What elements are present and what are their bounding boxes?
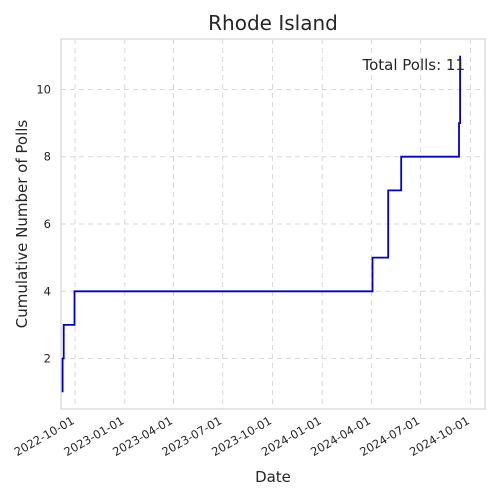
total-polls-annotation: Total Polls: 11 [361, 56, 465, 74]
y-tick-label: 4 [44, 284, 51, 298]
y-tick-label: 2 [44, 352, 51, 366]
y-axis-title: Cumulative Number of Polls [13, 120, 31, 329]
y-tick-label: 6 [44, 217, 51, 231]
series-layer [61, 55, 462, 393]
x-axis-title: Date [255, 468, 291, 486]
y-tick-label: 10 [36, 82, 51, 96]
series-line [61, 55, 462, 393]
y-tick-label: 8 [44, 150, 51, 164]
chart-title: Rhode Island [208, 11, 338, 35]
